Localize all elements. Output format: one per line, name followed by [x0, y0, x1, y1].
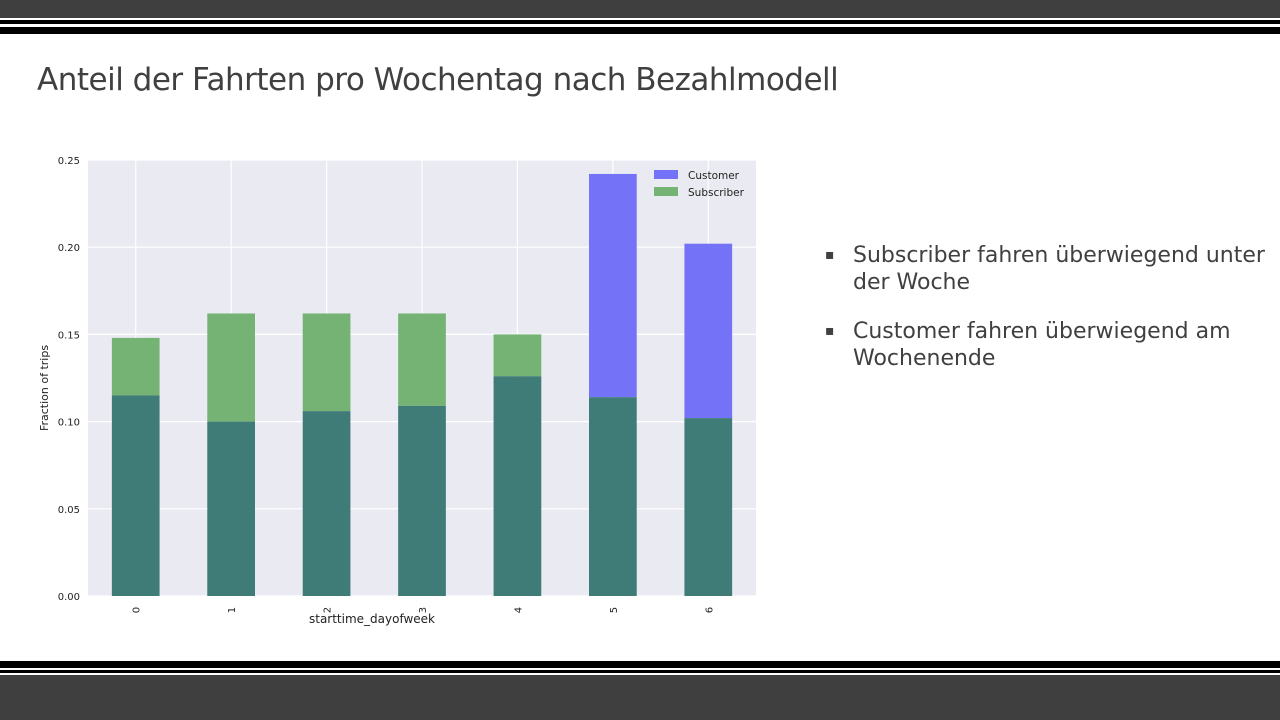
y-axis-label: Fraction of trips — [38, 345, 51, 431]
x-tick-label: 6 — [704, 607, 715, 613]
bullet-marker-icon: ▪ — [825, 323, 835, 339]
slide-title: Anteil der Fahrten pro Wochentag nach Be… — [37, 62, 839, 98]
bar-customer — [302, 411, 351, 596]
x-axis-label: starttime_dayofweek — [309, 612, 435, 626]
legend-label: Customer — [688, 170, 740, 182]
x-tick-label: 0 — [132, 607, 143, 613]
bullet-text: Subscriber fahren überwiegend unter der … — [853, 243, 1265, 295]
bar-customer — [398, 405, 446, 596]
x-tick-label: 3 — [418, 607, 429, 613]
top-band — [0, 0, 1280, 18]
bar-customer — [493, 376, 542, 596]
bar-subscriber — [207, 313, 255, 422]
chart-svg: 0.00 0.05 0.10 0.15 0.20 0.25 0 1 2 3 4 5 6 starttime… — [38, 156, 756, 626]
y-tick-label: 0.20 — [58, 243, 80, 254]
legend-swatch — [654, 170, 678, 179]
x-tick-label: 4 — [513, 607, 524, 613]
bar-subscriber — [111, 337, 160, 396]
bottom-rule-thick — [0, 661, 1280, 668]
x-tick-label: 2 — [323, 607, 334, 613]
y-tick-label: 0.10 — [58, 418, 80, 429]
bottom-band — [0, 675, 1280, 720]
bar-subscriber — [493, 334, 542, 377]
x-tick-label: 5 — [609, 607, 620, 613]
bullet-item: ▪ Customer fahren überwiegend am Wochene… — [825, 318, 1265, 372]
y-tick-label: 0.15 — [58, 330, 80, 341]
bullet-item: ▪ Subscriber fahren überwiegend unter de… — [825, 242, 1265, 296]
bar-subscriber — [684, 418, 733, 596]
top-rule-thick — [0, 27, 1280, 34]
top-rule-thin — [0, 20, 1280, 24]
bullet-text: Customer fahren überwiegend am Wochenend… — [853, 319, 1231, 371]
bar-customer — [589, 173, 637, 398]
bar-customer — [111, 395, 160, 596]
bar-subscriber — [589, 397, 637, 596]
bar-customer — [684, 243, 733, 419]
bullet-list: ▪ Subscriber fahren überwiegend unter de… — [825, 242, 1265, 394]
bar-subscriber — [398, 313, 446, 406]
y-tick-label: 0.25 — [58, 156, 80, 167]
bottom-rule-thin — [0, 670, 1280, 673]
bar-subscriber — [302, 313, 351, 412]
y-tick-label: 0.05 — [58, 505, 80, 516]
y-tick-label: 0.00 — [58, 592, 80, 603]
x-tick-label: 1 — [227, 607, 238, 613]
legend-label: Subscriber — [688, 187, 745, 199]
bar-chart: 0.00 0.05 0.10 0.15 0.20 0.25 0 1 2 3 4 5 6 starttime… — [30, 150, 770, 640]
bullet-marker-icon: ▪ — [825, 247, 835, 263]
bar-customer — [207, 421, 255, 596]
legend-swatch — [654, 187, 678, 196]
